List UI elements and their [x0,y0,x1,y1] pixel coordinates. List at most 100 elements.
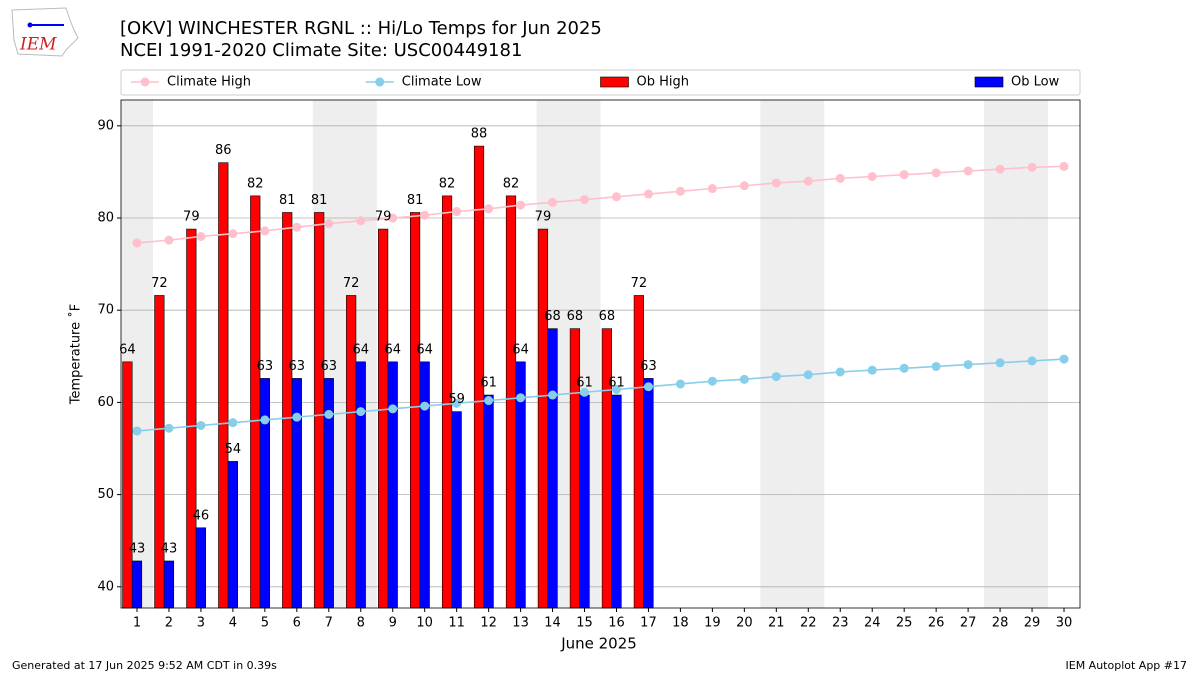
bar-value-label: 61 [480,376,497,391]
line-marker [196,420,206,430]
line-marker [164,235,174,245]
bar-value-label: 61 [576,376,593,391]
legend-swatch [974,76,1004,88]
legend-label: Climate High [167,75,251,90]
x-tick-label: 24 [864,616,881,631]
line-marker [132,238,142,248]
logo-outline [11,7,79,57]
chart-subtitle: NCEI 1991-2020 Climate Site: USC00449181 [120,40,522,61]
x-tick-label: 15 [576,616,593,631]
line-marker [580,387,590,397]
bar-value-label: 64 [512,342,529,357]
line-marker [931,361,941,371]
x-tick-label: 21 [768,616,785,631]
line-marker [771,372,781,382]
bar [547,328,558,609]
bar-value-label: 79 [183,210,200,225]
bar-value-label: 54 [225,442,242,457]
logo-text: IEM [19,35,57,55]
line-marker [1059,161,1069,171]
line-marker [1059,354,1069,364]
bar [505,195,517,609]
bar-value-label: 64 [384,342,401,357]
line [136,358,1065,432]
x-tick-label: 12 [480,616,497,631]
bar [218,162,229,609]
weekend-shade [984,100,1017,608]
bar-value-label: 79 [375,210,392,225]
bar-value-label: 72 [631,276,648,291]
line-marker [292,222,302,232]
line-marker [356,216,366,226]
bar [611,394,622,609]
bar [483,394,494,609]
line-marker [420,210,430,220]
line-marker [675,186,685,196]
bar-value-label: 64 [416,342,433,357]
x-tick-label: 3 [197,616,205,631]
x-tick-label: 27 [960,616,977,631]
bar [195,527,207,609]
bar [537,228,549,609]
y-tick-label: 70 [97,303,114,318]
line-marker [835,173,845,183]
line-marker [611,192,621,202]
x-tick-label: 20 [736,616,753,631]
line-marker [835,367,845,377]
y-tick-label: 50 [97,487,114,502]
line-marker [452,398,462,408]
line-marker [548,197,558,207]
line-marker [388,213,398,223]
bar-value-label: 68 [567,309,584,324]
line-marker [580,195,590,205]
weekend-shade [760,100,793,608]
bar [282,212,293,609]
y-tick-label: 80 [97,211,114,226]
line-marker [260,226,270,236]
legend-label: Ob High [637,75,690,90]
line-marker [739,181,749,191]
line-marker [1027,162,1037,172]
bar-value-label: 72 [343,276,360,291]
logo-dot [27,22,33,28]
line-marker [899,170,909,180]
line-marker [707,376,717,386]
bar-value-label: 79 [535,210,552,225]
line-marker [867,172,877,182]
x-tick-label: 6 [293,616,301,631]
footer-right: IEM Autoplot App #17 [1066,659,1188,672]
legend-label: Ob Low [1011,75,1060,90]
line-marker [803,370,813,380]
x-tick-label: 19 [704,616,721,631]
legend: Climate High Climate Low Ob High Ob Low [120,69,1081,96]
chart-title: [OKV] WINCHESTER RGNL :: Hi/Lo Temps for… [120,18,602,39]
bar [314,212,325,609]
bar [154,295,165,609]
bar [451,411,462,609]
bar [643,378,654,609]
bar-value-label: 68 [599,309,616,324]
line-marker [548,390,558,400]
x-tick-label: 18 [672,616,689,631]
bar [131,560,143,609]
x-tick-label: 23 [832,616,849,631]
bar [163,560,175,609]
line-marker [643,382,653,392]
bar-value-label: 82 [439,176,456,191]
bar [186,228,197,609]
x-tick-label: 4 [229,616,237,631]
line-marker [484,204,494,214]
x-tick-label: 16 [608,616,625,631]
line-marker [324,409,334,419]
legend-label: Climate Low [402,75,482,90]
line-marker [260,415,270,425]
line-marker [228,229,238,239]
weekend-shade [792,100,825,608]
bar [227,461,238,609]
x-tick-label: 5 [261,616,269,631]
x-tick-label: 2 [165,616,173,631]
line-marker [516,393,526,403]
x-tick-label: 28 [992,616,1009,631]
y-tick-label: 40 [97,579,114,594]
